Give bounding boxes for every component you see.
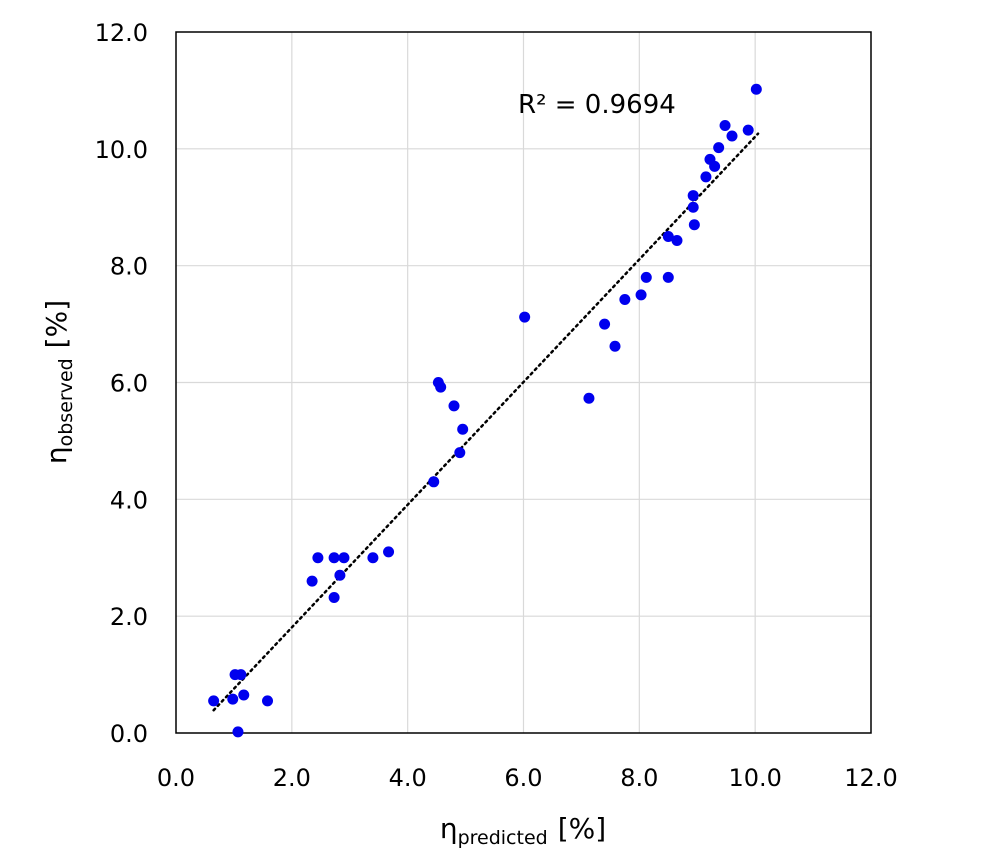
data-point	[619, 294, 631, 306]
y-tick-label: 4.0	[110, 486, 148, 514]
x-axis-ticks: 0.0 2.0 4.0 6.0 8.0 10.0 12.0	[157, 764, 898, 792]
r-squared-annotation: R² = 0.9694	[518, 90, 676, 120]
y-tick-label: 2.0	[110, 603, 148, 631]
data-point	[232, 726, 244, 738]
data-point	[671, 235, 683, 247]
data-point	[328, 552, 340, 564]
x-axis-symbol: η	[440, 812, 458, 845]
data-point	[726, 130, 738, 142]
x-tick-label: 8.0	[620, 764, 658, 792]
data-point	[609, 340, 621, 352]
y-tick-label: 6.0	[110, 370, 148, 398]
data-point	[599, 318, 611, 330]
plot-area-frame	[175, 31, 872, 734]
x-tick-label: 6.0	[504, 764, 542, 792]
data-points	[208, 83, 762, 738]
data-point	[428, 476, 440, 488]
data-point	[262, 695, 274, 707]
data-point	[719, 119, 731, 131]
data-point	[448, 400, 460, 412]
data-point	[367, 552, 379, 564]
data-point	[383, 546, 395, 558]
data-point	[208, 695, 220, 707]
data-point	[583, 392, 595, 404]
data-point	[457, 423, 469, 435]
x-axis-unit: [%]	[558, 812, 606, 845]
data-point	[635, 289, 647, 301]
y-tick-label: 0.0	[110, 720, 148, 748]
data-point	[742, 124, 754, 136]
x-axis-label: ηpredicted [%]	[440, 812, 606, 849]
data-point	[640, 271, 652, 283]
data-point	[713, 142, 725, 154]
data-point	[519, 311, 531, 323]
data-point	[662, 230, 674, 242]
x-tick-label: 12.0	[844, 764, 897, 792]
data-point	[709, 160, 721, 172]
x-axis-subscript: predicted	[458, 827, 548, 849]
trendline	[212, 132, 760, 712]
y-tick-label: 8.0	[110, 253, 148, 281]
y-axis-ticks: 0.0 2.0 4.0 6.0 8.0 10.0 12.0	[95, 19, 148, 748]
x-tick-label: 10.0	[728, 764, 781, 792]
data-point	[328, 591, 340, 603]
data-point	[750, 83, 762, 95]
data-point	[688, 219, 700, 231]
gridlines	[176, 32, 871, 733]
data-point	[227, 693, 239, 705]
data-point	[662, 271, 674, 283]
data-point	[700, 171, 712, 183]
y-axis-symbol: η	[40, 446, 73, 464]
x-tick-label: 0.0	[157, 764, 195, 792]
data-point	[312, 552, 324, 564]
x-tick-label: 2.0	[273, 764, 311, 792]
data-point	[454, 447, 466, 459]
x-tick-label: 4.0	[389, 764, 427, 792]
y-tick-label: 12.0	[95, 19, 148, 47]
data-point	[687, 190, 699, 202]
y-axis-label: ηobserved [%]	[40, 300, 77, 464]
y-axis-subscript: observed	[55, 358, 77, 446]
data-point	[235, 669, 247, 681]
y-tick-label: 10.0	[95, 136, 148, 164]
data-point	[338, 552, 350, 564]
y-axis-unit: [%]	[40, 300, 73, 348]
data-point	[238, 689, 250, 701]
data-point	[306, 575, 318, 587]
data-point	[687, 201, 699, 213]
data-point	[334, 569, 346, 581]
data-point	[435, 381, 447, 393]
